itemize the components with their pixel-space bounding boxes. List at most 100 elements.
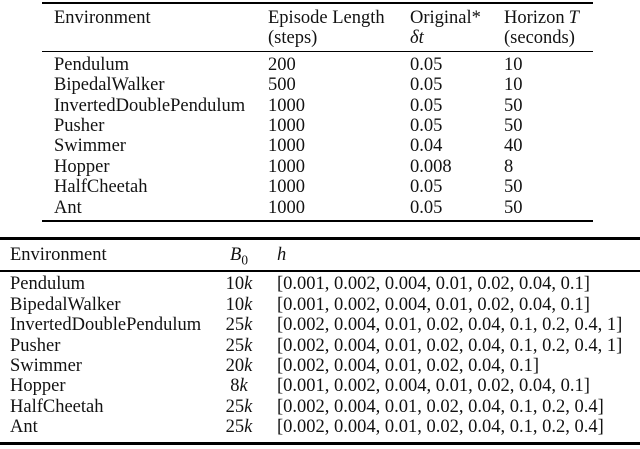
cell-environment: Pendulum [54,54,130,75]
cell-h-values: [0.002, 0.004, 0.01, 0.02, 0.04, 0.1, 0.… [277,396,604,417]
cell-environment: Hopper [54,156,110,177]
b0-h-table-row: Ant 25k [0.002, 0.004, 0.01, 0.02, 0.04, 0… [0,417,640,443]
b0-unit-k-math-symbol: k [244,315,253,336]
cell-horizon: 10 [504,75,523,96]
episode-length-line2: (steps) [268,28,318,49]
b0-unit-k-math-symbol: k [244,417,253,438]
b0-h-table: Environment B0 h Pendulum 10k [0.001, 0.00… [0,237,640,445]
b0-amount: 20 [225,356,245,377]
cell-b0: 25k [220,315,258,335]
col-header-environment: Environment [42,3,268,52]
b0-h-table-row: BipedalWalker 10k [0.001, 0.002, 0.004, 0.… [0,295,640,315]
b0-amount: 10 [225,294,245,315]
cell-b0: 25k [220,336,258,356]
col-header-environment-label: Environment [54,8,151,28]
col-header-original-dt: Original* δt [410,3,504,52]
episode-table-row: Hopper 1000 0.008 8 [42,157,593,177]
b0-base-math-symbol: B [230,245,242,265]
cell-environment: Pusher [10,335,61,356]
cell-environment: InvertedDoublePendulum [10,315,202,336]
cell-original-dt: 0.05 [410,177,443,198]
b0-h-table-body: Pendulum 10k [0.001, 0.002, 0.004, 0.01, 0… [0,271,640,443]
cell-episode-length: 1000 [268,116,305,137]
cell-environment: Swimmer [54,136,126,157]
b0-unit-k-math-symbol: k [244,335,253,356]
cell-h-values: [0.001, 0.002, 0.004, 0.01, 0.02, 0.04, … [277,294,590,315]
col-header-horizon: Horizon T (seconds) [504,3,593,52]
cell-h-values: [0.002, 0.004, 0.01, 0.02, 0.04, 0.1, 0.… [277,315,623,336]
cell-horizon: 50 [504,95,523,116]
cell-original-dt: 0.05 [410,197,443,218]
episode-table-row: Ant 1000 0.05 50 [42,198,593,221]
col2-header-environment: Environment [0,238,220,273]
cell-original-dt: 0.05 [410,116,443,137]
cell-episode-length: 500 [268,75,296,96]
cell-horizon: 50 [504,177,523,198]
b0-h-table-header-row: Environment B0 h [0,238,640,273]
b0-h-table-row: InvertedDoublePendulum 25k [0.002, 0.004, … [0,315,640,335]
cell-b0: 25k [220,417,258,443]
cell-environment: Pusher [54,116,105,137]
cell-original-dt: 0.05 [410,54,443,75]
cell-episode-length: 1000 [268,95,305,116]
b0-amount: 8 [230,376,240,397]
cell-original-dt: 0.04 [410,136,443,157]
b0-amount: 25 [225,315,245,336]
cell-horizon: 50 [504,197,523,218]
col2-header-b0: B0 [220,238,258,273]
b0-unit-k-math-symbol: k [244,396,253,417]
b0-h-table-row: HalfCheetah 25k [0.002, 0.004, 0.01, 0.02,… [0,397,640,417]
b0-amount: 25 [225,396,245,417]
episode-table-header-row: Environment Episode Length (steps) Origi… [42,3,593,52]
col-header-episode-length: Episode Length (steps) [268,3,410,52]
cell-episode-length: 1000 [268,197,305,218]
cell-environment: InvertedDoublePendulum [54,95,246,116]
cell-episode-length: 1000 [268,136,305,157]
b0-h-table-row: Pusher 25k [0.002, 0.004, 0.01, 0.02, 0.04… [0,336,640,356]
cell-environment: BipedalWalker [10,294,121,315]
b0-h-table-row: Swimmer 20k [0.002, 0.004, 0.01, 0.02, 0.0… [0,356,640,376]
col2-header-h: h [258,238,640,273]
cell-environment: Hopper [10,376,66,397]
cell-h-values: [0.001, 0.002, 0.004, 0.01, 0.02, 0.04, … [277,376,590,397]
cell-environment: BipedalWalker [54,75,165,96]
cell-horizon: 40 [504,136,523,157]
horizon-line1: Horizon T [504,8,593,28]
cell-h-values: [0.002, 0.004, 0.01, 0.02, 0.04, 0.1, 0.… [277,417,604,438]
cell-original-dt: 0.05 [410,75,443,96]
episode-table-row: Swimmer 1000 0.04 40 [42,136,593,156]
episode-table-row: InvertedDoublePendulum 1000 0.05 50 [42,96,593,116]
horizon-line2: (seconds) [504,28,575,49]
b0-unit-k-math-symbol: k [244,294,253,315]
b0-unit-k-math-symbol: k [244,356,253,377]
b0-h-table-row: Pendulum 10k [0.001, 0.002, 0.004, 0.01, 0… [0,271,640,294]
cell-episode-length: 200 [268,54,296,75]
original-line1: Original* [410,8,481,28]
b0-amount: 25 [225,335,245,356]
cell-horizon: 8 [504,156,514,177]
cell-environment: Pendulum [10,274,86,295]
episode-table-row: Pusher 1000 0.05 50 [42,116,593,136]
cell-horizon: 10 [504,54,523,75]
episode-table-row: Pendulum 200 0.05 10 [42,51,593,75]
cell-episode-length: 1000 [268,156,305,177]
cell-environment: Ant [10,417,38,438]
cell-b0: 25k [220,397,258,417]
episode-table-row: HalfCheetah 1000 0.05 50 [42,177,593,197]
cell-episode-length: 1000 [268,177,305,198]
cell-environment: Ant [54,197,82,218]
b0-subscript: 0 [241,252,248,268]
cell-b0: 10k [220,271,258,294]
cell-environment: HalfCheetah [10,396,104,417]
b0-unit-k-math-symbol: k [239,376,248,397]
episode-table-body: Pendulum 200 0.05 10 BipedalWalker 500 0.05 10 I… [42,51,593,221]
cell-original-dt: 0.008 [410,156,452,177]
b0-h-table-row: Hopper 8k [0.001, 0.002, 0.004, 0.01, 0.02… [0,376,640,396]
cell-h-values: [0.001, 0.002, 0.004, 0.01, 0.02, 0.04, … [277,274,590,295]
b0-unit-k-math-symbol: k [244,274,253,295]
episode-length-table: Environment Episode Length (steps) Origi… [42,2,593,223]
cell-h-values: [0.002, 0.004, 0.01, 0.02, 0.04, 0.1, 0.… [277,335,623,356]
episode-length-line1: Episode Length [268,8,385,28]
horizon-T-math-symbol: T [568,8,579,28]
horizon-word: Horizon [504,8,565,28]
